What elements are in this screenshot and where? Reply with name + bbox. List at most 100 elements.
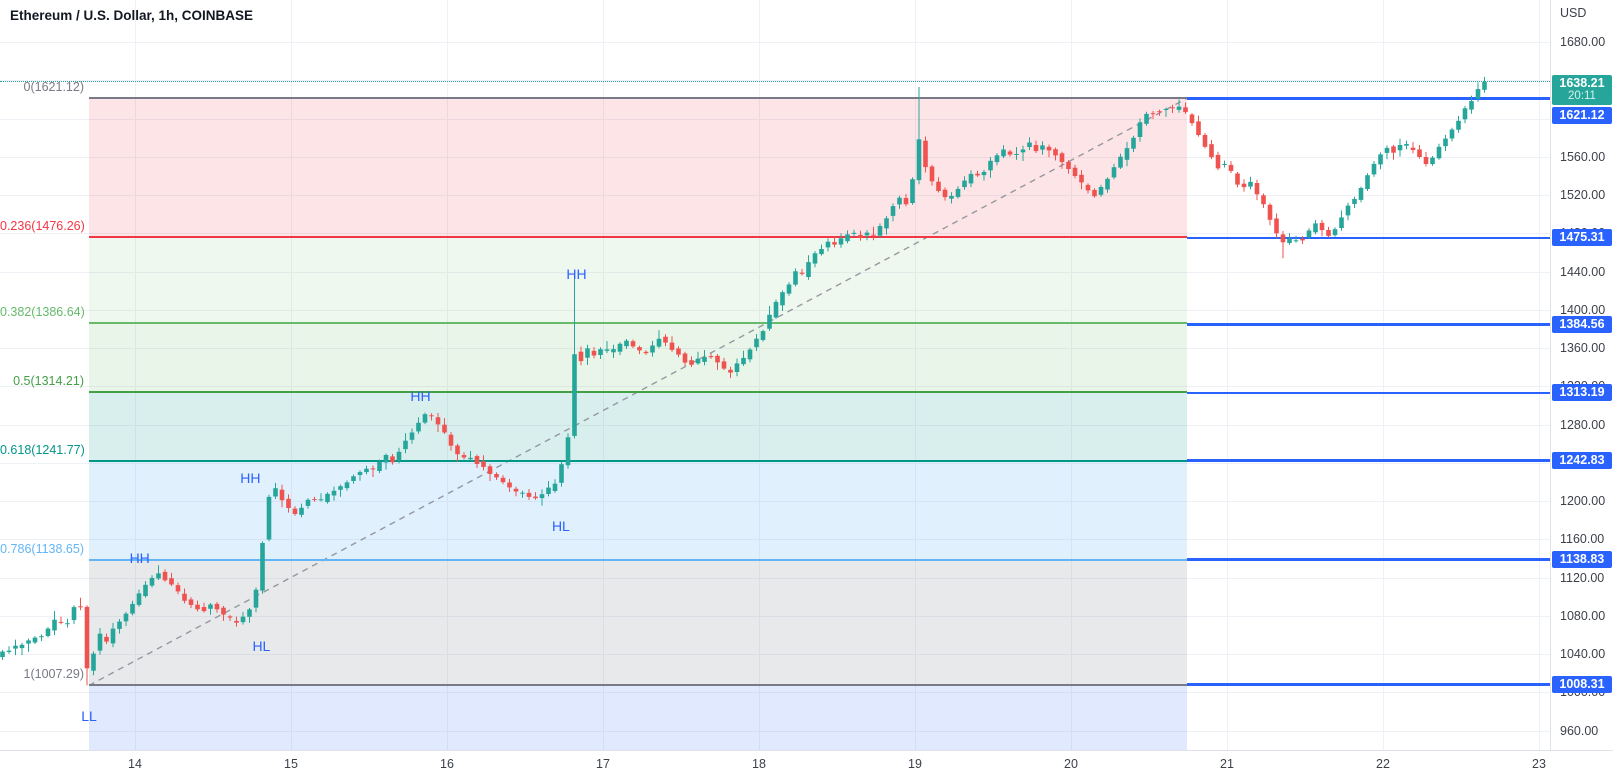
horizontal-ray-line[interactable] — [1187, 97, 1550, 100]
fib-retracement-lines[interactable] — [0, 0, 1550, 750]
fib-band-0.786-1 — [88, 559, 1188, 686]
time-tick-label: 20 — [1064, 757, 1078, 771]
price-gridline — [0, 730, 1550, 732]
fib-band-below-1 — [88, 685, 1188, 750]
time-tick-label: 21 — [1220, 757, 1234, 771]
fib-level-line-0.618[interactable] — [88, 460, 1188, 463]
price-gridline — [0, 654, 1550, 656]
horizontal-ray-line[interactable] — [1187, 459, 1550, 462]
price-line-badge: 1313.19 — [1552, 384, 1612, 402]
price-gridline — [0, 615, 1550, 617]
time-gridline — [759, 0, 760, 750]
horizontal-ray-line[interactable] — [1187, 558, 1550, 561]
fib-level-label-0.382: 0.382(1386.64) — [0, 304, 85, 319]
price-tick-label: 1440.00 — [1560, 264, 1606, 279]
time-tick-label: 19 — [908, 757, 922, 771]
time-axis[interactable]: 14 15 16 17 18 19 20 21 22 23 — [0, 750, 1613, 778]
price-tick-label: 1200.00 — [1560, 494, 1606, 509]
last-price-value: 1638.21 — [1559, 75, 1605, 90]
price-gridline — [0, 692, 1550, 694]
fib-level-line-0.236[interactable] — [88, 235, 1188, 238]
price-gridline — [0, 233, 1550, 235]
price-line-badge: 1138.83 — [1552, 551, 1612, 569]
price-tick-label: 1040.00 — [1560, 647, 1606, 662]
price-gridline — [0, 539, 1550, 541]
time-gridline — [135, 0, 136, 750]
time-gridline — [915, 0, 916, 750]
fib-level-line-1[interactable] — [88, 684, 1188, 687]
time-tick-label: 23 — [1532, 757, 1546, 771]
horizontal-ray-line[interactable] — [1187, 391, 1550, 395]
fib-level-label-0: 0(1621.12) — [23, 80, 84, 95]
time-tick-label: 16 — [440, 757, 454, 771]
price-gridline — [0, 118, 1550, 120]
fib-level-label-0.618: 0.618(1241.77) — [0, 443, 85, 458]
trend-line[interactable] — [88, 97, 1188, 687]
fib-retracement-bands — [88, 98, 1188, 750]
price-gridline — [0, 271, 1550, 273]
price-axis[interactable]: USD 1680.001640.001600.001560.001520.001… — [1550, 0, 1613, 750]
horizontal-ray-lines[interactable] — [0, 0, 1550, 750]
fib-level-line-0.786[interactable] — [88, 558, 1188, 561]
time-tick-label: 22 — [1376, 757, 1390, 771]
time-tick-label: 14 — [128, 757, 142, 771]
price-line-badge: 1008.31 — [1552, 676, 1612, 693]
price-gridline — [0, 42, 1550, 43]
candlestick-series — [0, 76, 1487, 686]
price-gridline — [0, 462, 1550, 464]
swing-labels-layer: LL HH HL HH HH HL HH — [81, 266, 587, 724]
price-line-badge: 1621.12 — [1552, 106, 1612, 124]
swing-label-hh: HH — [410, 388, 431, 404]
price-gridline — [0, 577, 1550, 579]
fib-level-label-0.236: 0.236(1476.26) — [0, 218, 85, 233]
time-tick-label: 18 — [752, 757, 766, 771]
chart-plot[interactable]: 0(1621.12) 0.236(1476.26) 0.382(1386.64) 0.… — [0, 0, 1550, 750]
time-tick-label: 15 — [284, 757, 298, 771]
fib-band-0.618-0.786 — [88, 461, 1188, 560]
price-tick-label: 960.00 — [1560, 723, 1599, 738]
horizontal-ray-line[interactable] — [1187, 683, 1550, 686]
symbol-title[interactable]: Ethereum / U.S. Dollar, 1h, COINBASE — [10, 8, 254, 23]
price-gridline — [0, 386, 1550, 388]
fib-level-line-0.5[interactable] — [88, 390, 1188, 393]
fib-band-0-0.236 — [88, 98, 1188, 237]
currency-label: USD — [1560, 6, 1587, 20]
price-gridline — [0, 348, 1550, 350]
price-tick-label: 1360.00 — [1560, 341, 1606, 356]
swing-label-hl: HL — [551, 518, 570, 534]
fib-level-label-0.786: 0.786(1138.65) — [0, 541, 84, 556]
price-tick-label: 1080.00 — [1560, 608, 1606, 623]
swing-label-hl: HL — [252, 638, 271, 654]
last-price-line — [0, 81, 1550, 82]
bar-countdown: 20:11 — [1568, 89, 1596, 102]
price-gridline — [0, 424, 1550, 426]
time-gridline — [1539, 0, 1540, 750]
time-gridline — [447, 0, 448, 750]
fib-band-0.5-0.618 — [88, 391, 1188, 462]
swing-label-ll: LL — [81, 708, 97, 724]
price-line-badge: 1384.56 — [1552, 316, 1612, 334]
last-price-badge: 1638.21 20:11 — [1552, 74, 1612, 105]
price-gridline — [0, 80, 1550, 82]
price-tick-label: 1560.00 — [1560, 149, 1606, 164]
price-line-badge: 1242.83 — [1552, 451, 1612, 469]
horizontal-ray-line[interactable] — [1187, 323, 1550, 326]
fib-level-label-0.5: 0.5(1314.21) — [13, 373, 84, 388]
fib-band-0.236-0.382 — [88, 236, 1188, 323]
horizontal-ray-line[interactable] — [1187, 236, 1550, 240]
fib-level-label-1: 1(1007.29) — [23, 667, 84, 682]
price-gridline — [0, 156, 1550, 158]
swing-label-hh: HH — [566, 266, 587, 282]
price-gridline — [0, 195, 1550, 196]
price-tick-label: 1280.00 — [1560, 417, 1606, 432]
price-tick-label: 1680.00 — [1560, 35, 1606, 49]
swing-label-hh: HH — [240, 470, 261, 487]
time-gridline — [603, 0, 604, 750]
price-tick-label: 1400.00 — [1560, 302, 1606, 317]
fib-level-line-0[interactable] — [88, 97, 1188, 100]
fib-level-line-0.382[interactable] — [88, 321, 1188, 324]
time-gridline — [1071, 0, 1072, 750]
time-gridline — [1383, 0, 1384, 750]
price-line-badge: 1475.31 — [1552, 229, 1612, 247]
